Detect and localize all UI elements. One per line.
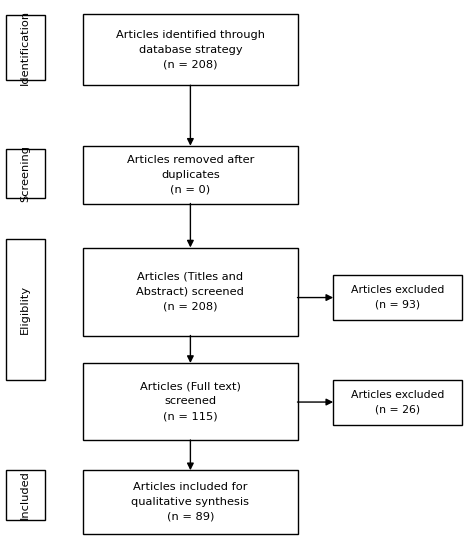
- FancyBboxPatch shape: [6, 470, 45, 520]
- Text: Articles identified through
database strategy
(n = 208): Articles identified through database str…: [116, 30, 265, 69]
- FancyBboxPatch shape: [83, 363, 298, 440]
- Text: Included: Included: [20, 471, 30, 519]
- FancyBboxPatch shape: [6, 15, 45, 80]
- FancyBboxPatch shape: [83, 470, 298, 534]
- Text: Articles excluded
(n = 93): Articles excluded (n = 93): [351, 285, 444, 310]
- Text: Articles excluded
(n = 26): Articles excluded (n = 26): [351, 389, 444, 415]
- FancyBboxPatch shape: [83, 14, 298, 85]
- FancyBboxPatch shape: [6, 148, 45, 198]
- FancyBboxPatch shape: [6, 239, 45, 380]
- FancyBboxPatch shape: [333, 275, 462, 320]
- Text: Articles included for
qualitative synthesis
(n = 89): Articles included for qualitative synthe…: [131, 482, 249, 521]
- Text: Articles (Titles and
Abstract) screened
(n = 208): Articles (Titles and Abstract) screened …: [137, 272, 244, 311]
- Text: Articles (Full text)
screened
(n = 115): Articles (Full text) screened (n = 115): [140, 382, 241, 421]
- Text: Eligiblity: Eligiblity: [20, 285, 30, 334]
- Text: Screening: Screening: [20, 145, 30, 202]
- Text: Identification: Identification: [20, 10, 30, 85]
- FancyBboxPatch shape: [333, 379, 462, 425]
- Text: Articles removed after
duplicates
(n = 0): Articles removed after duplicates (n = 0…: [127, 155, 254, 195]
- FancyBboxPatch shape: [83, 248, 298, 336]
- FancyBboxPatch shape: [83, 146, 298, 204]
